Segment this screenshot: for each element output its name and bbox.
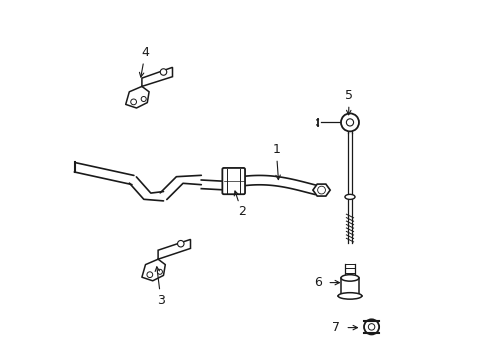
Circle shape [317,186,325,194]
Circle shape [157,269,162,274]
Polygon shape [125,86,149,108]
Polygon shape [312,184,329,196]
Polygon shape [158,239,190,259]
Circle shape [146,272,152,278]
Ellipse shape [337,293,361,299]
Text: 7: 7 [332,321,340,334]
Circle shape [130,99,136,105]
Circle shape [141,96,146,102]
Ellipse shape [344,194,354,199]
Text: 5: 5 [345,89,352,102]
Circle shape [177,240,183,247]
Polygon shape [142,259,165,281]
Ellipse shape [340,275,358,281]
Circle shape [346,119,353,126]
Circle shape [340,113,358,131]
Circle shape [363,319,378,334]
Text: 4: 4 [141,46,149,59]
Polygon shape [142,67,172,86]
Text: 6: 6 [314,276,322,289]
Circle shape [160,69,166,75]
Text: 2: 2 [238,206,245,219]
Text: 3: 3 [157,294,164,307]
Text: 1: 1 [272,143,280,156]
Circle shape [367,324,374,330]
FancyBboxPatch shape [222,168,244,194]
